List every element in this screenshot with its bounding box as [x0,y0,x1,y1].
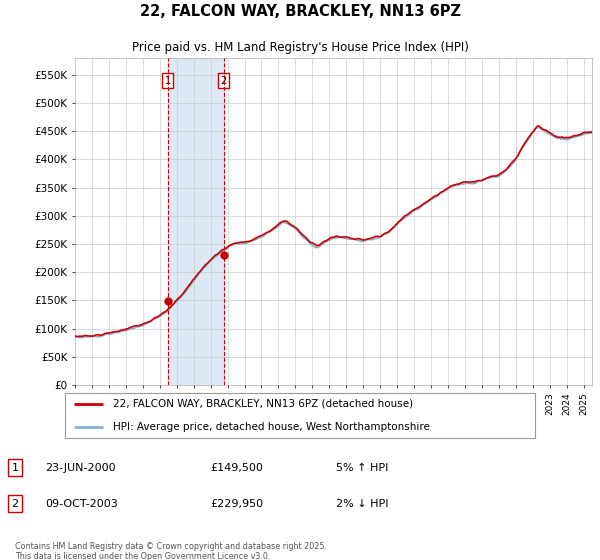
Text: 5% ↑ HPI: 5% ↑ HPI [336,463,388,473]
Text: 2% ↓ HPI: 2% ↓ HPI [336,498,389,508]
FancyBboxPatch shape [65,393,535,437]
Text: 1: 1 [11,463,19,473]
Text: HPI: Average price, detached house, West Northamptonshire: HPI: Average price, detached house, West… [113,422,430,432]
Text: Contains HM Land Registry data © Crown copyright and database right 2025.
This d: Contains HM Land Registry data © Crown c… [15,542,327,560]
Text: 2: 2 [11,498,19,508]
Text: 2: 2 [221,76,227,86]
Text: 22, FALCON WAY, BRACKLEY, NN13 6PZ (detached house): 22, FALCON WAY, BRACKLEY, NN13 6PZ (deta… [113,399,413,408]
Text: 09-OCT-2003: 09-OCT-2003 [45,498,118,508]
Text: Price paid vs. HM Land Registry's House Price Index (HPI): Price paid vs. HM Land Registry's House … [131,41,469,54]
Text: £149,500: £149,500 [210,463,263,473]
Text: 23-JUN-2000: 23-JUN-2000 [45,463,116,473]
Text: 1: 1 [164,76,171,86]
Text: £229,950: £229,950 [210,498,263,508]
Bar [168,58,224,385]
Text: 22, FALCON WAY, BRACKLEY, NN13 6PZ: 22, FALCON WAY, BRACKLEY, NN13 6PZ [139,4,461,19]
